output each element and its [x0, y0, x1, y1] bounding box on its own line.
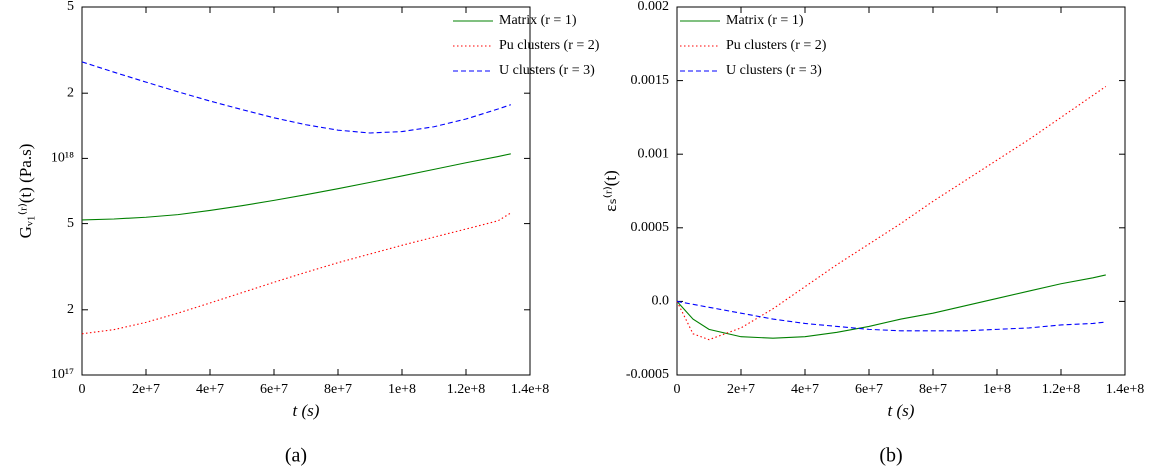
x-tick-label: 1.4e+8 [1106, 382, 1145, 397]
y-tick-label: 5 [67, 216, 74, 231]
x-tick-label: 4e+7 [196, 382, 224, 397]
subplot: 0 2e+7 4e+7 6e+7 8e+7 1e+8 1.2e+8 1.4e+8 -0.0005… [601, 0, 1144, 467]
legend-label: Pu clusters (r = 2) [499, 38, 600, 53]
series-line [676, 300, 1106, 332]
x-tick-label: 6e+7 [260, 382, 288, 397]
y-tick-label: 0.0 [652, 294, 670, 309]
y-tick-label: 10¹⁸ [51, 151, 74, 166]
series-line [676, 274, 1106, 339]
series-line [81, 153, 511, 221]
legend-label: U clusters (r = 3) [726, 63, 822, 78]
caption: (a) [285, 445, 307, 467]
plot-frame [81, 6, 531, 376]
x-tick-label: 4e+7 [791, 382, 819, 397]
x-tick-label: 1.4e+8 [511, 382, 550, 397]
x-axis-label: t (s) [888, 401, 915, 420]
legend-label: Matrix (r = 1) [499, 13, 577, 28]
x-tick-label: 1e+8 [388, 382, 416, 397]
x-tick-label: 8e+7 [919, 382, 947, 397]
x-tick-label: 0 [79, 382, 86, 397]
y-axis-label: Gᵥ₁⁽ʳ⁾(t) (Pa.s) [16, 144, 35, 239]
plot-frame [676, 6, 1126, 376]
legend-label: Matrix (r = 1) [726, 13, 804, 28]
series-line [81, 212, 512, 335]
legend-label: U clusters (r = 3) [499, 63, 595, 78]
y-tick-label: 10¹⁷ [51, 367, 74, 382]
x-tick-label: 1e+8 [983, 382, 1011, 397]
y-axis-label: εₛ⁽ʳ⁾(t) [601, 170, 620, 212]
x-tick-label: 1.2e+8 [447, 382, 486, 397]
x-tick-label: 6e+7 [855, 382, 883, 397]
series-line [81, 61, 511, 134]
x-tick-label: 2e+7 [132, 382, 160, 397]
x-tick-label: 8e+7 [324, 382, 352, 397]
legend-label: Pu clusters (r = 2) [726, 38, 827, 53]
y-tick-label: 0.001 [638, 146, 670, 161]
caption: (b) [879, 445, 902, 467]
y-tick-label: 2 [67, 85, 74, 100]
x-tick-label: 2e+7 [727, 382, 755, 397]
x-tick-label: 1.2e+8 [1042, 382, 1081, 397]
y-tick-label: 0.002 [638, 0, 670, 14]
y-tick-label: 0.0005 [631, 220, 670, 235]
x-axis-label: t (s) [293, 401, 320, 420]
series-line [676, 86, 1107, 341]
y-tick-label: 5 [67, 0, 74, 14]
y-tick-label: -0.0005 [626, 367, 669, 382]
y-tick-label: 2 [67, 302, 74, 317]
subplot: 0 2e+7 4e+7 6e+7 8e+7 1e+8 1.2e+8 1.4e+8 10¹⁷ 2 5 1… [16, 0, 600, 467]
x-tick-label: 0 [674, 382, 681, 397]
y-tick-label: 0.0015 [631, 73, 670, 88]
